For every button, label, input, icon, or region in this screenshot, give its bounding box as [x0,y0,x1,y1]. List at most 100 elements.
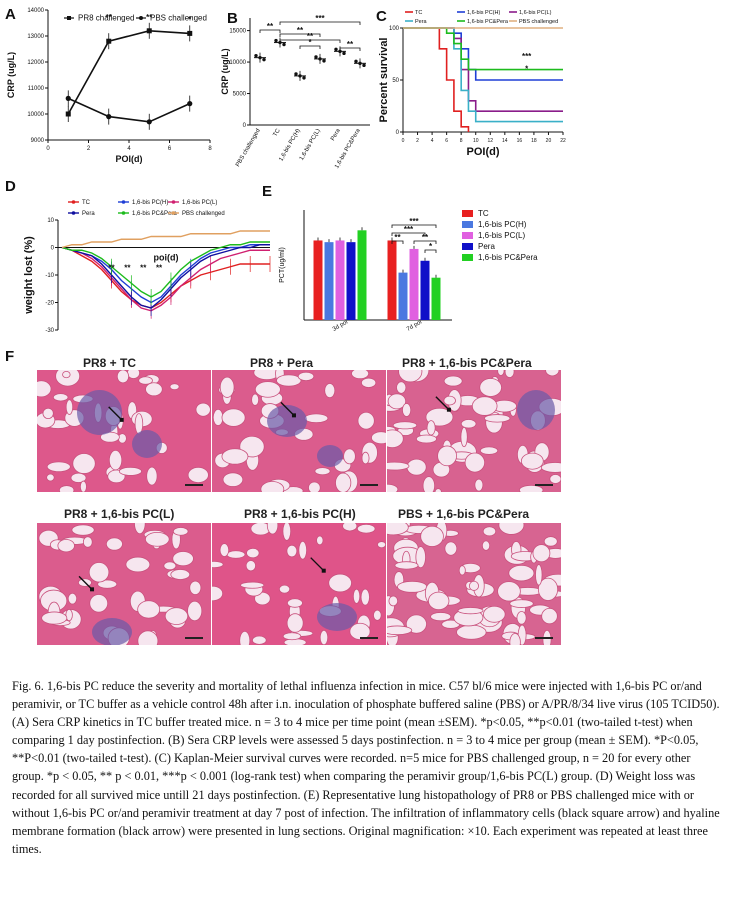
histology-image-pr8-bis-pc-l [37,523,211,645]
alveolus [42,407,54,419]
alveolus [298,540,308,560]
data-point [294,72,298,76]
significance-marker: *** [522,52,532,61]
alveolus [474,478,484,492]
alveolus [137,630,159,645]
histology-texture [387,523,561,645]
significance-marker: ** [267,22,274,31]
alveolus [172,527,189,536]
x-tick-label: Pera [330,127,342,142]
alveolus [508,564,535,582]
y-tick-label: 12000 [27,60,44,66]
data-point [314,55,318,59]
alveolus [516,611,527,625]
histology-texture [212,523,386,645]
y-axis-label: PCT(ug/ml) [279,247,286,283]
legend-label: 1,6-bis PC(H) [132,200,168,206]
alveolus [357,411,375,430]
scale-bar [185,484,203,486]
alveolus [276,374,302,387]
data-point [187,30,193,36]
alveolus [387,625,413,636]
inflammatory-infiltrate [317,445,343,467]
alveolus [396,381,407,394]
legend-marker [121,211,126,215]
alveolus [221,408,246,427]
data-point [146,28,152,34]
legend-marker [71,200,76,204]
y-axis-label: Percent survival [378,38,390,123]
legend-label: TC [82,200,91,206]
legend-marker [171,200,176,204]
x-tick-label: 7d poi [406,319,423,332]
alveolus [246,547,260,559]
panel-label-e: E [262,183,273,200]
alveolus [105,537,123,551]
x-tick-label: 16 [517,138,523,144]
inflammatory-infiltrate [317,603,357,631]
alveolus [387,523,409,536]
alveolus [420,525,444,547]
alveolus [456,624,487,640]
scale-bar [535,637,553,639]
significance-marker: ** [146,13,153,22]
y-tick-label: 5000 [233,92,247,98]
alveolus [240,581,265,589]
x-tick-label: 0 [46,146,50,152]
alveolus [70,472,87,483]
x-tick-label: 8 [208,146,212,152]
alveolus [483,605,506,623]
data-point [274,38,278,43]
arrow-head [119,417,124,422]
significance-marker: *** [404,225,414,234]
significance-bracket [299,45,321,49]
alveolus [108,449,123,471]
series-line [61,230,270,249]
alveolus [371,431,386,445]
figure-caption: Fig. 6. 1,6-bis PC reduce the severity a… [12,679,720,856]
alveolus [82,536,93,548]
series-line [67,29,190,115]
panel-label-a: A [5,6,16,23]
y-tick-label: 14000 [27,8,44,14]
alveolus [426,420,436,436]
alveolus [126,370,140,379]
alveolus [134,523,146,535]
alveolus [324,383,336,399]
alveolus [37,380,52,398]
histology-texture [37,523,211,645]
alveolus [251,393,260,406]
arrow [310,557,324,571]
alveolus [460,419,477,429]
histology-title: PR8 + 1,6-bis PC(H) [244,507,356,521]
survival-curve [403,27,470,132]
alveolus [373,609,382,621]
bar [335,240,345,320]
histology-image-pr8-tc [37,370,211,492]
histology-texture [212,370,386,492]
y-tick-label: 9000 [31,138,45,144]
chart-d: -30 -20 -10 0 10 poi(d) weight lost (%) TC 1,6-b… [23,200,271,334]
series-line [61,244,270,304]
data-point [298,74,302,78]
x-tick-label: 1,6-bis PC(H) [278,128,301,162]
inflammatory-infiltrate [132,430,162,458]
y-axis-label: CRP (ug/L) [6,52,16,98]
scale-bar [535,484,553,486]
significance-bracket [391,232,426,236]
legend-label: Pera [82,211,95,217]
alveolus [387,483,399,492]
legend-marker [71,211,76,215]
legend-label: PR8 challenged [78,14,134,23]
bar [346,242,356,320]
data-point [106,114,112,120]
legend-label: TC [478,209,489,218]
alveolus [406,458,427,476]
legend-marker [171,211,176,215]
arrow [435,396,449,410]
y-tick-label: 10 [47,218,54,224]
alveolus [88,562,110,583]
histology-title: PR8 + TC [83,356,137,370]
alveolus [361,451,370,465]
inflammatory-infiltrate [92,618,132,645]
